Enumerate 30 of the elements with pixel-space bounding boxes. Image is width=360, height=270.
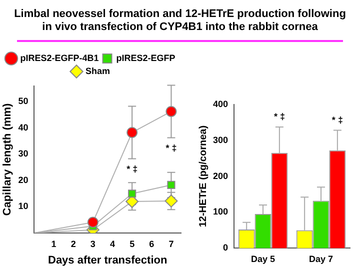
x-tick-label: Day 7 — [308, 254, 334, 264]
y-axis-title: Capillary length (mm) — [2, 102, 14, 216]
y-tick-label: 0 — [223, 242, 228, 253]
legend-label: Sham — [85, 66, 110, 76]
x-tick-label: 4 — [110, 238, 116, 249]
annotation: * ‡ — [332, 114, 343, 125]
x-tick-label: 1 — [51, 238, 56, 249]
legend-label: pIRES2-EGFP — [116, 52, 176, 63]
x-axis-title: Days after transfection — [48, 254, 168, 266]
y-tick-label: 100 — [212, 206, 228, 217]
chart-title: Limbal neovessel formation and 12-HETrE production following in vivo transfection of CYP4B1 into the rabbit cornea — [13, 8, 347, 34]
y-tick-label: 10 — [18, 201, 28, 212]
annotation: * ‡ — [274, 112, 285, 122]
y-tick-label: 400 — [212, 98, 228, 109]
y-tick-label: 50 — [18, 96, 28, 106]
annotation: * ‡ — [126, 164, 138, 174]
x-tick-label: 3 — [90, 238, 96, 249]
x-tick-label: 5 — [130, 238, 135, 249]
legend-label: pIRES2-EGFP-4B1 — [20, 52, 99, 63]
y-tick-label: 200 — [212, 170, 228, 181]
annotation: * ‡ — [166, 143, 177, 154]
x-tick-label: 6 — [149, 238, 154, 249]
y-tick-label: 300 — [212, 134, 228, 145]
x-tick-label: 7 — [168, 238, 174, 249]
x-tick-label: Day 5 — [250, 254, 276, 264]
y-tick-label: 20 — [18, 174, 28, 185]
x-tick-label: 2 — [70, 238, 76, 249]
y-tick-label: 40 — [18, 122, 28, 132]
y-tick-label: 30 — [18, 148, 28, 159]
y-axis-title: 12-HETrE (pg/cornea) — [198, 125, 209, 228]
